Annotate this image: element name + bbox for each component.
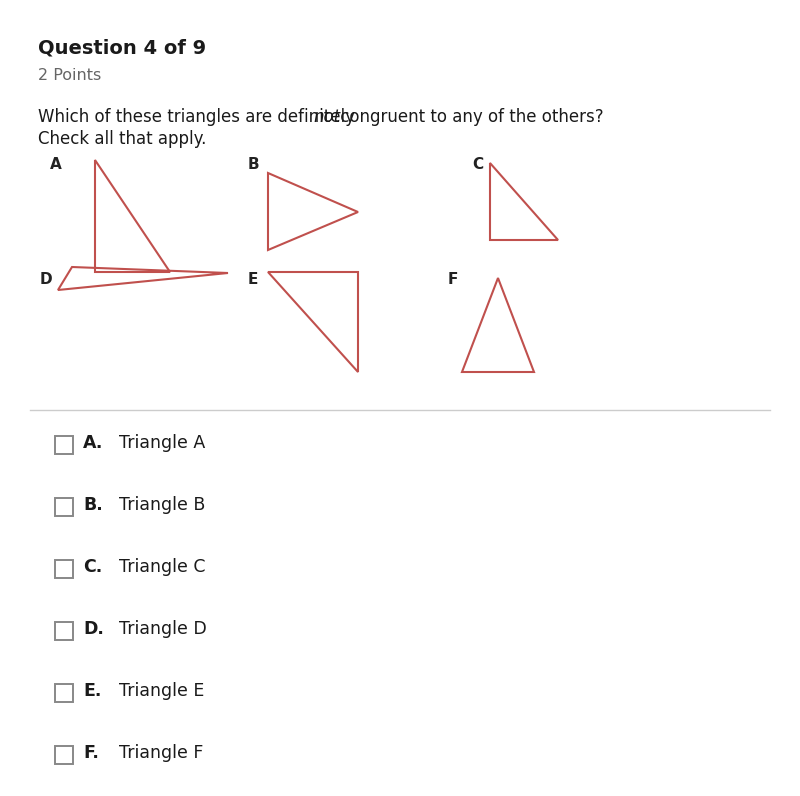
Text: Triangle F: Triangle F bbox=[119, 744, 203, 762]
Text: Triangle B: Triangle B bbox=[119, 496, 206, 514]
Text: A.: A. bbox=[83, 434, 103, 452]
Text: Triangle A: Triangle A bbox=[119, 434, 206, 452]
Text: Triangle D: Triangle D bbox=[119, 620, 206, 638]
Text: D.: D. bbox=[83, 620, 104, 638]
FancyBboxPatch shape bbox=[55, 436, 73, 454]
Text: Triangle C: Triangle C bbox=[119, 558, 206, 576]
Text: B.: B. bbox=[83, 496, 102, 514]
Text: 2 Points: 2 Points bbox=[38, 68, 102, 83]
Text: F.: F. bbox=[83, 744, 99, 762]
Text: Question 4 of 9: Question 4 of 9 bbox=[38, 38, 206, 57]
Text: A: A bbox=[50, 157, 62, 172]
FancyBboxPatch shape bbox=[55, 684, 73, 702]
Text: E.: E. bbox=[83, 682, 102, 700]
Text: Which of these triangles are definitely: Which of these triangles are definitely bbox=[38, 108, 360, 126]
Text: C.: C. bbox=[83, 558, 102, 576]
Text: Triangle E: Triangle E bbox=[119, 682, 204, 700]
Text: B: B bbox=[248, 157, 260, 172]
Text: C: C bbox=[472, 157, 483, 172]
FancyBboxPatch shape bbox=[55, 746, 73, 764]
FancyBboxPatch shape bbox=[55, 560, 73, 578]
Text: E: E bbox=[248, 272, 258, 287]
FancyBboxPatch shape bbox=[55, 622, 73, 640]
Text: F: F bbox=[448, 272, 458, 287]
Text: not: not bbox=[313, 108, 340, 126]
Text: D: D bbox=[40, 272, 53, 287]
Text: congruent to any of the others?: congruent to any of the others? bbox=[335, 108, 604, 126]
Text: Check all that apply.: Check all that apply. bbox=[38, 130, 206, 148]
FancyBboxPatch shape bbox=[55, 498, 73, 516]
